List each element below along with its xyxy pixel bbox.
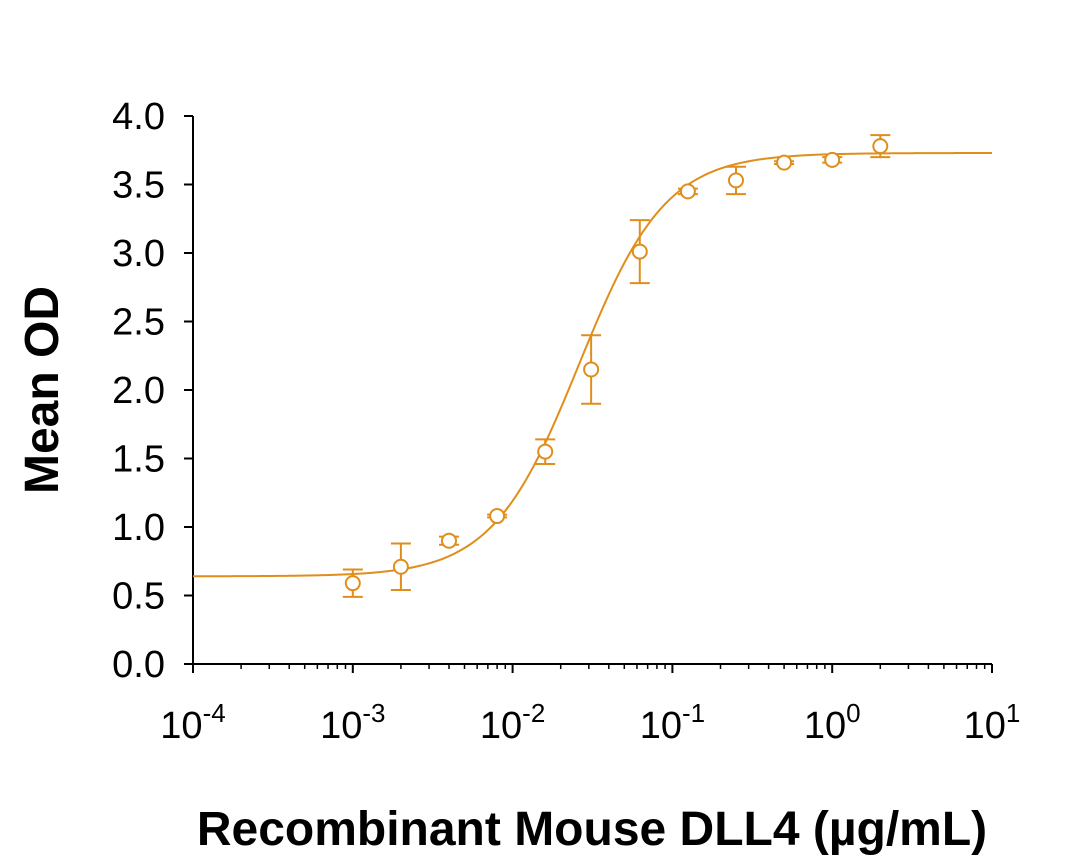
x-tick-label: 10-1 bbox=[640, 698, 705, 747]
data-point bbox=[487, 508, 508, 525]
fit-curve-layer bbox=[193, 152, 992, 578]
x-tick-label: 101 bbox=[964, 698, 1021, 747]
y-axis-title: Mean OD bbox=[16, 286, 69, 494]
y-tick-label: 4.0 bbox=[112, 96, 165, 138]
data-marker bbox=[583, 361, 600, 378]
y-tick-label: 1.0 bbox=[112, 507, 165, 549]
data-point bbox=[822, 151, 843, 168]
data-point bbox=[581, 334, 602, 405]
x-tick-label: 10-2 bbox=[480, 698, 545, 747]
data-marker bbox=[824, 151, 841, 168]
data-point bbox=[390, 542, 411, 592]
data-marker bbox=[776, 154, 793, 171]
data-points-layer bbox=[342, 134, 891, 598]
data-point bbox=[629, 219, 650, 285]
x-tick-label: 10-4 bbox=[160, 698, 225, 747]
data-marker bbox=[679, 183, 696, 200]
data-marker bbox=[344, 575, 361, 592]
y-tick-label: 2.5 bbox=[112, 302, 165, 344]
fit-curve bbox=[193, 152, 992, 578]
data-point bbox=[677, 183, 698, 200]
data-marker bbox=[872, 138, 889, 155]
x-tick-label: 100 bbox=[804, 698, 861, 747]
data-marker bbox=[441, 532, 458, 549]
data-marker bbox=[489, 508, 506, 525]
data-point bbox=[439, 532, 460, 549]
y-tick-label: 3.0 bbox=[112, 233, 165, 275]
data-marker bbox=[727, 172, 744, 189]
data-marker bbox=[392, 558, 409, 575]
x-tick-label: 10-3 bbox=[320, 698, 385, 747]
data-marker bbox=[631, 243, 648, 260]
axes: 0.0 0.5 1.0 1.5 2.0 2.5 3.0 3.5 4.0 10-4 10-3 10-2 1… bbox=[112, 96, 1020, 747]
y-tick-label: 0.0 bbox=[112, 644, 165, 686]
data-point bbox=[774, 154, 795, 171]
data-marker bbox=[537, 443, 554, 460]
y-tick-label: 3.5 bbox=[112, 165, 165, 207]
y-tick-label: 0.5 bbox=[112, 576, 165, 618]
data-point bbox=[535, 438, 556, 465]
y-tick-label: 2.0 bbox=[112, 370, 165, 412]
y-tick-label: 1.5 bbox=[112, 439, 165, 481]
data-point bbox=[725, 165, 746, 196]
x-axis-title: Recombinant Mouse DLL4 (µg/mL) bbox=[197, 803, 987, 856]
data-point bbox=[342, 568, 363, 598]
data-point bbox=[870, 134, 891, 159]
